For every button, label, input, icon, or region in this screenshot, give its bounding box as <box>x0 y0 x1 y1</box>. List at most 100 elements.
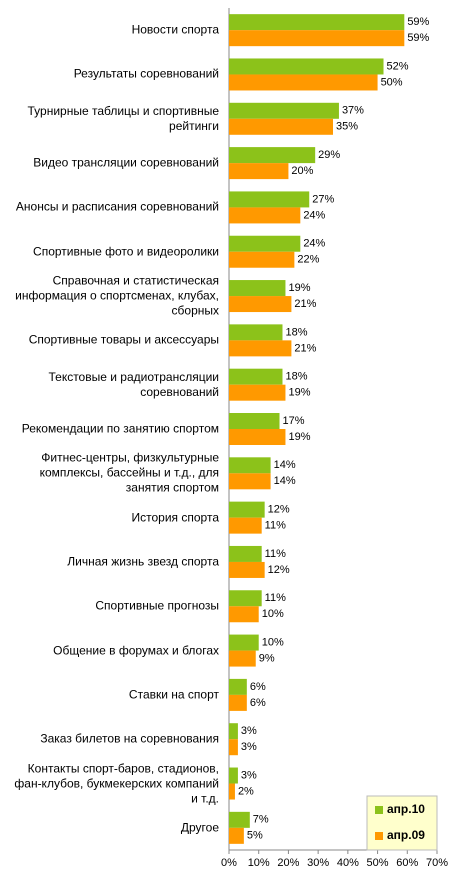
category-label: Ставки на спорт <box>128 687 219 702</box>
bar <box>229 650 256 667</box>
bar <box>229 163 289 180</box>
value-label: 52% <box>387 60 409 72</box>
category-label: Анонсы и расписания соревнований <box>15 199 219 214</box>
bar <box>229 207 301 224</box>
value-label: 3% <box>241 725 257 737</box>
value-label: 59% <box>407 32 429 44</box>
legend-label: апр.09 <box>387 828 425 842</box>
value-label: 14% <box>274 475 296 487</box>
value-label: 24% <box>303 209 325 221</box>
value-label: 11% <box>265 592 286 604</box>
bar <box>229 678 247 695</box>
category-label: Фитнес-центры, физкультурные комплексы, … <box>39 450 219 495</box>
category-label: Турнирные таблицы и спортивные рейтинги <box>27 103 219 133</box>
bar <box>229 251 295 268</box>
bar <box>229 606 259 623</box>
category-label: Другое <box>180 820 219 835</box>
category-label: История спорта <box>131 510 220 525</box>
value-label: 3% <box>241 769 257 781</box>
value-label: 29% <box>318 149 340 161</box>
x-tick-label: 30% <box>307 857 329 869</box>
x-tick-label: 70% <box>426 857 448 869</box>
bar <box>229 827 244 844</box>
bar <box>229 694 247 711</box>
value-label: 20% <box>291 165 313 177</box>
value-label: 21% <box>294 298 316 310</box>
bar <box>229 473 271 490</box>
bar <box>229 58 384 75</box>
category-label: Спортивные прогнозы <box>95 598 219 613</box>
legend-box <box>366 795 438 851</box>
legend-swatch <box>375 806 383 814</box>
bar <box>229 368 283 385</box>
category-label: Личная жизнь звезд спорта <box>67 554 219 569</box>
bar <box>229 147 316 164</box>
x-tick-label: 50% <box>367 857 389 869</box>
bar <box>229 517 262 534</box>
value-label: 19% <box>288 431 310 443</box>
bar <box>229 340 292 357</box>
legend-label: апр.10 <box>387 802 425 816</box>
bar <box>229 191 310 208</box>
x-tick-label: 10% <box>248 857 270 869</box>
legend-swatch <box>375 832 383 840</box>
category-label: Результаты соревнований <box>73 66 219 81</box>
value-label: 12% <box>268 564 290 576</box>
bar <box>229 14 405 31</box>
value-label: 10% <box>262 636 284 648</box>
category-label: Справочная и статистическая информация о… <box>15 273 219 318</box>
bar <box>229 296 292 313</box>
value-label: 59% <box>407 16 429 28</box>
value-label: 12% <box>268 504 290 516</box>
bar <box>229 501 265 518</box>
value-label: 22% <box>297 254 319 266</box>
category-label: Рекомендации по занятию спортом <box>21 421 219 436</box>
value-label: 21% <box>294 342 316 354</box>
bar <box>229 590 262 607</box>
category-label: Общение в форумах и блогах <box>53 643 219 658</box>
bar <box>229 235 301 252</box>
category-label: Новости спорта <box>131 22 219 37</box>
category-label: Заказ билетов на соревнования <box>40 731 219 746</box>
value-label: 18% <box>285 371 307 383</box>
value-label: 37% <box>342 105 364 117</box>
bar <box>229 723 238 740</box>
bar <box>229 118 333 135</box>
bar <box>229 811 250 828</box>
bar <box>229 561 265 578</box>
bar <box>229 324 283 341</box>
value-label: 19% <box>288 282 310 294</box>
category-label: Видео трансляции соревнований <box>33 155 219 170</box>
value-label: 10% <box>262 608 284 620</box>
x-tick-label: 0% <box>221 857 237 869</box>
value-label: 27% <box>312 193 334 205</box>
value-label: 11% <box>265 548 286 560</box>
value-label: 17% <box>283 415 305 427</box>
bar <box>229 783 235 800</box>
bar <box>229 545 262 562</box>
value-label: 35% <box>336 121 358 133</box>
bar <box>229 413 280 429</box>
category-label: Спортивные товары и аксессуары <box>28 332 219 347</box>
x-tick-label: 20% <box>277 857 299 869</box>
bar <box>229 384 286 401</box>
category-label: Текстовые и радиотрансляции соревнований <box>48 369 219 399</box>
value-label: 50% <box>381 76 403 88</box>
value-label: 9% <box>259 652 275 664</box>
value-label: 2% <box>238 785 254 797</box>
bar <box>229 767 238 784</box>
bar <box>229 634 259 651</box>
category-label: Контакты спорт-баров, стадионов, фан-клу… <box>14 761 219 806</box>
value-label: 7% <box>253 814 269 826</box>
value-label: 3% <box>241 741 257 753</box>
bar <box>229 30 405 47</box>
value-label: 19% <box>288 387 310 399</box>
value-label: 14% <box>274 459 296 471</box>
bar <box>229 739 238 756</box>
bar <box>229 280 286 297</box>
bar <box>229 74 378 91</box>
category-label: Спортивные фото и видеоролики <box>33 244 219 259</box>
value-label: 6% <box>250 681 266 693</box>
